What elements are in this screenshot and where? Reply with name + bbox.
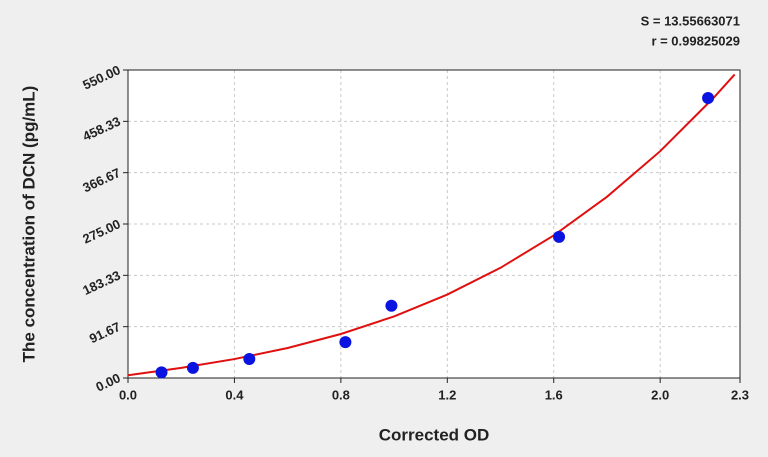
x-tick-label: 2.0 xyxy=(651,387,669,402)
y-axis-label: The concentration of DCN (pg/mL) xyxy=(19,86,38,363)
y-tick-label: 91.67 xyxy=(87,319,123,346)
fit-curve xyxy=(128,73,736,377)
y-tick-label: 183.33 xyxy=(80,268,122,298)
data-point xyxy=(553,230,566,243)
x-tick-label: 0.8 xyxy=(332,387,350,402)
x-tick-label: 1.6 xyxy=(545,387,563,402)
x-axis-label: Corrected OD xyxy=(379,425,490,444)
x-tick-label: 0.0 xyxy=(119,387,137,402)
x-tick-label: 1.2 xyxy=(438,387,456,402)
data-point xyxy=(186,361,199,374)
y-tick-label: 366.67 xyxy=(80,165,122,195)
data-point xyxy=(702,92,715,104)
x-tick-label: 2.3 xyxy=(731,387,749,402)
annotation: S = 13.55663071 xyxy=(641,13,740,28)
y-tick-label: 275.00 xyxy=(80,216,122,246)
data-point xyxy=(385,299,398,312)
y-tick-label: 458.33 xyxy=(80,114,122,144)
data-point xyxy=(243,352,256,365)
annotation: r = 0.99825029 xyxy=(651,33,740,48)
data-point xyxy=(339,336,352,349)
plot-border xyxy=(127,69,741,379)
y-tick-label: 550.00 xyxy=(80,62,122,92)
data-point xyxy=(155,366,168,379)
x-tick-label: 0.4 xyxy=(225,387,244,402)
